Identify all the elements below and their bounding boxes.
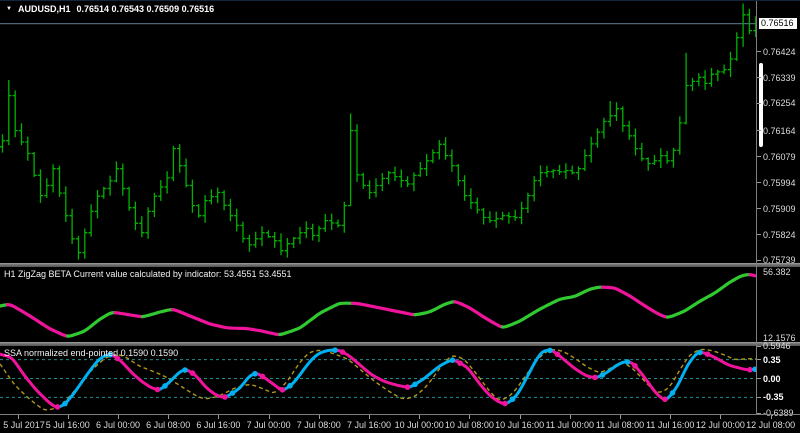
ssa-axis-tick <box>757 412 761 414</box>
ssa-axis-label: 0.00 <box>763 373 781 384</box>
zigzag-indicator-pane[interactable]: H1 ZigZag BETA Current value calculated … <box>0 267 800 342</box>
price-axis-tick <box>757 130 761 132</box>
time-axis-tick <box>17 415 19 419</box>
price-axis-tick <box>757 51 761 53</box>
time-tick-label: 10 Jul 08:00 <box>444 420 494 430</box>
time-tick-label: 11 Jul 16:00 <box>646 420 695 430</box>
time-tick-label: 10 Jul 00:00 <box>394 420 444 430</box>
time-axis-tick <box>67 415 69 419</box>
time-tick-label: 5 Jul 16:00 <box>45 420 90 430</box>
time-axis-tick <box>670 415 672 419</box>
time-tick-label: 7 Jul 16:00 <box>346 420 392 430</box>
time-axis-tick <box>519 415 521 419</box>
ssa-axis-tick <box>757 396 761 398</box>
time-tick-label: 6 Jul 16:00 <box>196 420 241 430</box>
zigzag-axis-label: 12.1576 <box>763 332 796 343</box>
time-axis-tick <box>318 415 320 419</box>
price-axis-tick <box>757 208 761 210</box>
time-axis-tick <box>268 415 270 419</box>
price-tick-label: 0.75824 <box>763 229 796 240</box>
time-tick-label: 11 Jul 00:00 <box>545 420 594 430</box>
time-tick-label: 10 Jul 16:00 <box>495 420 545 430</box>
time-axis-tick <box>369 415 370 419</box>
ssa-indicator-pane[interactable]: SSA normalized end-pointed 0.1590 0.1590 <box>0 346 800 414</box>
ssa-axis-label: -0.6389 <box>763 408 794 419</box>
ssa-axis-label: 0.5946 <box>763 341 791 352</box>
time-tick-label: 6 Jul 00:00 <box>95 420 141 430</box>
chart-menu-arrow-icon[interactable]: ▼ <box>6 5 12 12</box>
current-price-label: 0.76516 <box>759 17 797 29</box>
time-axis-tick <box>569 415 571 419</box>
time-axis-tick <box>620 415 621 419</box>
price-tick-label: 0.75739 <box>763 255 796 266</box>
time-axis-tick <box>720 415 722 419</box>
time-axis-tick <box>218 415 220 419</box>
price-tick-label: 0.76254 <box>763 98 796 109</box>
pane-separator[interactable] <box>0 263 800 267</box>
chart-title-row: ▼ AUDUSD,H1 0.76514 0.76543 0.76509 0.76… <box>6 4 214 14</box>
price-tick-label: 0.76164 <box>763 125 796 136</box>
pane-separator[interactable] <box>0 342 800 346</box>
ssa-indicator-label: SSA normalized end-pointed 0.1590 0.1590 <box>4 348 179 358</box>
price-axis-tick <box>757 182 761 184</box>
chart-symbol-period: AUDUSD,H1 <box>17 4 71 14</box>
time-axis-tick <box>469 415 471 419</box>
price-chart-pane[interactable]: ▼ AUDUSD,H1 0.76514 0.76543 0.76509 0.76… <box>0 1 800 263</box>
price-tick-label: 0.75994 <box>763 177 796 188</box>
ssa-axis-label: 0.35 <box>763 354 781 365</box>
price-axis[interactable]: 0.76516 0.76424 0.76339 0.76254 0.76164 0.76… <box>756 1 800 418</box>
zigzag-indicator-label: H1 ZigZag BETA Current value calculated … <box>4 269 292 279</box>
ssa-axis-label: -0.35 <box>763 392 784 403</box>
price-axis-tick <box>757 234 761 236</box>
time-axis-tick <box>168 415 170 419</box>
chart-ohlc-quotes: 0.76514 0.76543 0.76509 0.76516 <box>76 4 215 14</box>
time-axis-tick <box>419 415 421 419</box>
price-tick-label: 0.76424 <box>763 46 796 57</box>
time-tick-label: 12 Jul 08:00 <box>746 420 796 430</box>
ssa-axis-tick <box>757 345 761 347</box>
zigzag-axis-label: 56.382 <box>763 267 791 277</box>
price-tick-label: 0.76339 <box>763 72 796 83</box>
price-axis-tick <box>757 77 761 79</box>
price-axis-tick <box>757 156 761 158</box>
price-tick-label: 0.75909 <box>763 203 796 214</box>
time-tick-label: 11 Jul 08:00 <box>595 420 645 430</box>
time-tick-label: 12 Jul 00:00 <box>695 420 745 430</box>
time-axis-tick <box>770 415 772 419</box>
time-axis-tick <box>118 415 119 419</box>
vertical-scrollbar-thumb[interactable] <box>759 63 763 147</box>
time-tick-label: 7 Jul 08:00 <box>296 420 341 430</box>
ssa-axis-tick <box>757 378 761 379</box>
price-axis-tick <box>757 102 761 104</box>
time-tick-label: 7 Jul 00:00 <box>246 420 291 430</box>
time-axis[interactable]: 5 Jul 2017 5 Jul 16:00 6 Jul 00:00 6 Jul 08… <box>0 414 800 433</box>
time-tick-label: 5 Jul 2017 <box>3 420 45 430</box>
price-tick-label: 0.76079 <box>763 151 796 162</box>
price-axis-tick <box>757 259 761 261</box>
time-tick-label: 6 Jul 08:00 <box>146 420 191 430</box>
ssa-axis-tick <box>757 359 761 361</box>
